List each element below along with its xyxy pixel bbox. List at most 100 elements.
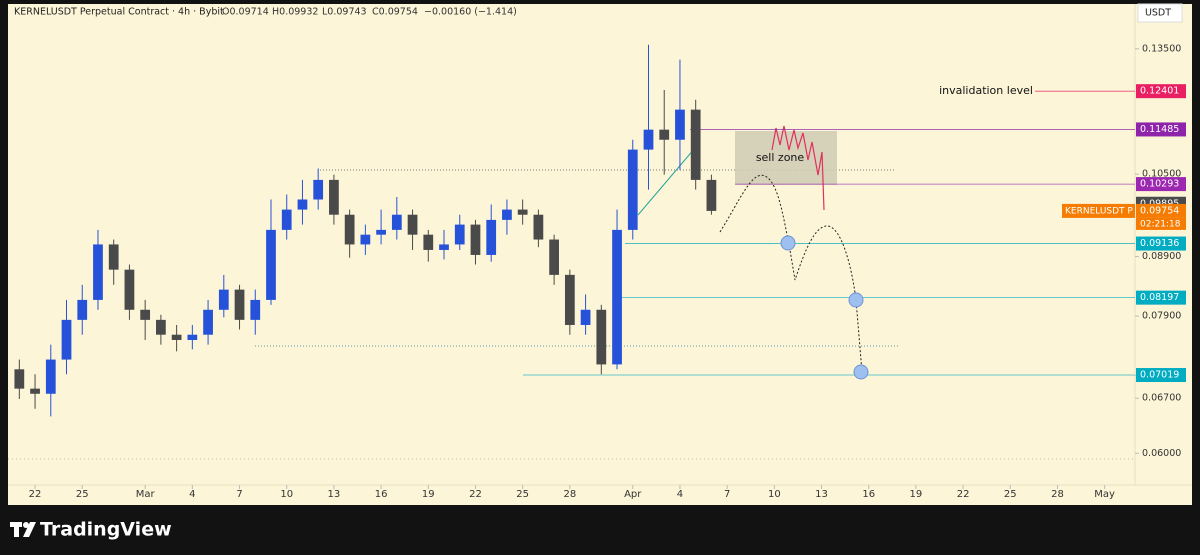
price-label: 0.12401	[1140, 86, 1179, 97]
price-label-box	[1136, 368, 1186, 383]
candle-body	[675, 109, 685, 140]
candle-body	[250, 299, 261, 320]
candle-body	[690, 109, 701, 180]
candle-body	[266, 229, 276, 300]
candle-body	[360, 234, 371, 245]
candle-body	[549, 239, 559, 275]
x-tick-label: 7	[236, 489, 242, 500]
candle-body	[517, 209, 528, 215]
candle-body	[187, 334, 198, 340]
price-tag: KERNELUSDT P	[1065, 206, 1133, 216]
candle-layer	[14, 44, 717, 417]
x-tick-label: Apr	[624, 489, 642, 500]
candle-body	[297, 199, 308, 210]
y-tick-label: 0.06700	[1142, 393, 1181, 404]
price-label-box	[1136, 122, 1186, 137]
price-tag-box	[1062, 203, 1135, 218]
y-tick-label: 0.10500	[1142, 169, 1181, 180]
price-label: 0.09895	[1140, 198, 1179, 209]
candle-body	[627, 149, 638, 230]
y-tick-label: 0.07900	[1142, 311, 1181, 322]
candle-body	[313, 179, 324, 200]
candle-body	[580, 309, 591, 325]
level-layer	[523, 90, 1135, 376]
price-label: 0.11485	[1140, 124, 1179, 135]
candle-body	[281, 209, 292, 230]
y-tick-label: 0.08900	[1142, 251, 1181, 262]
candle-body	[171, 334, 182, 340]
candle-body	[439, 244, 449, 250]
price-label: 0.10293	[1140, 179, 1179, 190]
candle-body	[502, 209, 512, 220]
candle-body	[423, 234, 434, 250]
candle-body	[470, 224, 481, 255]
x-tick-label: Mar	[136, 489, 156, 500]
price-label: 0.07019	[1140, 370, 1179, 381]
candle-body	[454, 224, 465, 245]
price-label-box	[1136, 236, 1186, 251]
x-tick-label: 4	[677, 489, 683, 500]
target-point	[780, 235, 796, 251]
header-value: C0.09754	[372, 7, 418, 18]
x-tick-label: 25	[516, 489, 529, 500]
header-value: L0.09743	[322, 7, 367, 18]
x-tick-label: 19	[422, 489, 435, 500]
candle-body	[203, 309, 213, 335]
x-tick-label: 25	[76, 489, 89, 500]
x-tick-label: 25	[1004, 489, 1017, 500]
x-tick-label: 13	[328, 489, 341, 500]
candle-body	[407, 214, 418, 235]
candle-body	[124, 269, 135, 310]
x-tick-label: 22	[957, 489, 970, 500]
candle-body	[486, 219, 497, 255]
target-point	[853, 364, 869, 380]
header-value: O0.09714	[222, 7, 269, 18]
candle-body	[156, 319, 166, 335]
candle-body	[93, 244, 103, 300]
scribble	[771, 125, 825, 211]
x-tick-label: 16	[862, 489, 875, 500]
brand: TradingView	[40, 519, 172, 541]
price-label-box	[1136, 203, 1186, 218]
candle-body	[218, 289, 229, 310]
candle-body	[61, 319, 72, 360]
x-tick-label: 4	[189, 489, 195, 500]
candle-body	[108, 244, 119, 270]
invalidation-label: invalidation level	[939, 84, 1033, 97]
candle-body	[643, 129, 654, 150]
candle-body	[612, 229, 622, 365]
chart-title: KERNELUSDT Perpetual Contract · 4h · Byb…	[14, 7, 224, 18]
candle-body	[14, 369, 25, 389]
x-tick-label: 22	[469, 489, 482, 500]
price-label-box	[1136, 177, 1186, 192]
chart-background	[8, 4, 1192, 505]
price-label: 0.09754	[1140, 205, 1179, 216]
brand-logo	[10, 522, 36, 537]
candle-body	[533, 214, 544, 240]
sell-zone	[735, 131, 837, 185]
x-tick-label: 10	[768, 489, 781, 500]
x-tick-label: 16	[375, 489, 388, 500]
trend-line	[637, 147, 696, 216]
price-label-box	[1136, 290, 1186, 305]
y-tick-label: 0.06000	[1142, 448, 1181, 459]
x-tick-label: 28	[563, 489, 576, 500]
x-tick-label: 10	[280, 489, 293, 500]
sell-zone-label: sell zone	[756, 151, 805, 164]
y-tick-label: 0.13500	[1142, 43, 1181, 54]
candle-body	[659, 129, 670, 140]
countdown-box	[1136, 217, 1186, 230]
currency: USDT	[1145, 8, 1171, 19]
target-point	[848, 292, 864, 308]
header-values: O0.09714 H0.09932 L0.09743 C0.09754 −0.00160…	[222, 7, 517, 18]
candle-body	[344, 214, 355, 245]
candle-body	[30, 388, 40, 394]
candle-body	[391, 214, 402, 230]
candle-body	[596, 309, 607, 365]
currency-box	[1137, 3, 1183, 23]
price-label: 0.08197	[1140, 292, 1179, 303]
countdown: 02:21:18	[1140, 219, 1181, 229]
candle-body	[564, 274, 575, 325]
axis-layer: 0.135000.105000.089000.079000.070100.067…	[29, 43, 1186, 500]
